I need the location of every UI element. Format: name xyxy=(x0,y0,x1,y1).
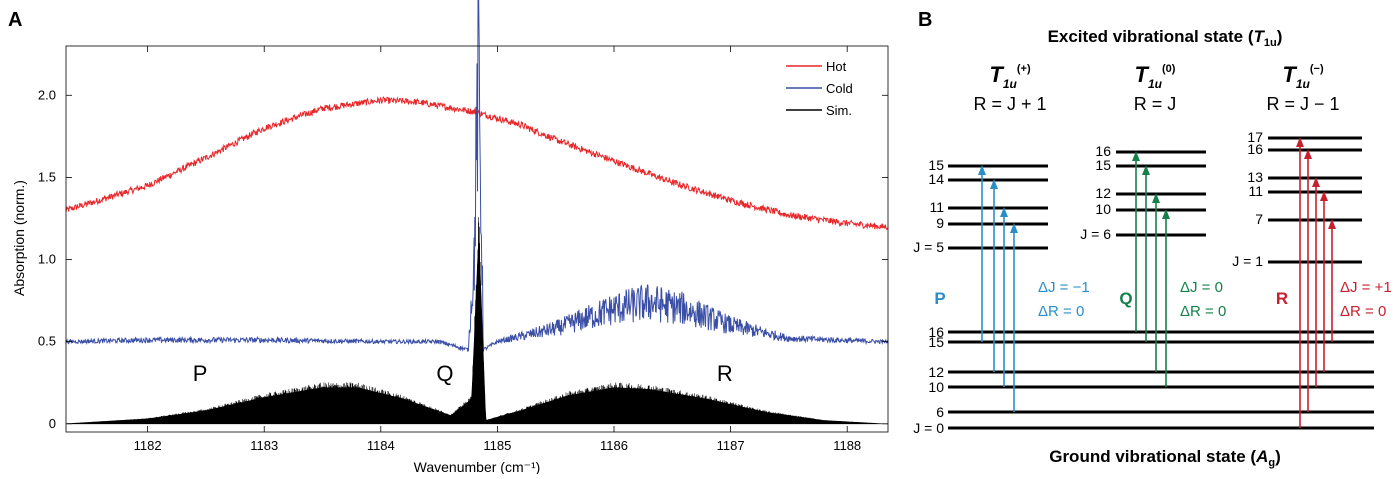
excited-level-label: 11 xyxy=(929,199,944,215)
transition-arrowhead xyxy=(1142,165,1150,175)
panel-label-b: B xyxy=(918,9,932,31)
transition-arrowhead xyxy=(978,165,986,175)
excited-level-label: 10 xyxy=(1095,201,1111,217)
plot-frame xyxy=(65,45,889,433)
delta-j-rule: ΔJ = −1 xyxy=(1038,279,1090,296)
column-relation: R = J + 1 xyxy=(973,94,1046,114)
transition-arrowhead xyxy=(990,179,998,189)
ground-level-label: 16 xyxy=(928,324,944,340)
series-cold xyxy=(65,0,889,352)
excited-level-label: 16 xyxy=(1247,141,1263,157)
legend-label: Hot xyxy=(826,59,847,74)
excited-level-label: 15 xyxy=(928,157,944,173)
series-sim-lines xyxy=(66,217,882,424)
column-relation: R = J xyxy=(1134,94,1177,114)
x-axis-label: Wavenumber (cm⁻¹) xyxy=(414,459,541,474)
ground-level-label: 10 xyxy=(928,379,944,395)
x-tick-label: 1187 xyxy=(717,438,745,453)
branch-label: Q xyxy=(1119,289,1132,308)
y-tick-label: 1.0 xyxy=(38,252,56,267)
ground-level-label: 15 xyxy=(928,334,944,350)
transition-arrowhead xyxy=(1152,193,1160,203)
branch-annotation: R xyxy=(717,361,733,386)
transition-arrowhead xyxy=(1000,207,1008,217)
transition-arrowhead xyxy=(1010,223,1018,233)
column-header: T1u(+) xyxy=(989,62,1031,91)
excited-level-label: J = 6 xyxy=(1080,226,1111,242)
absorption-chart: 1182 1183 1184 1185 1186 1187 1188 0 0.5 1.0 1.5 2.… xyxy=(11,0,889,475)
excited-level-label: 15 xyxy=(1095,157,1111,173)
excited-state-title: Excited vibrational state (T1u) xyxy=(1048,27,1283,49)
x-tick-label: 1183 xyxy=(250,438,278,453)
y-tick-label: 0 xyxy=(49,416,56,431)
branch-annotation: Q xyxy=(436,361,453,386)
panel-label-a: A xyxy=(8,9,22,31)
delta-r-rule: ΔR = 0 xyxy=(1038,303,1084,320)
ground-level-label: 12 xyxy=(928,364,944,380)
excited-level-label: J = 5 xyxy=(913,239,944,255)
column-relation: R = J − 1 xyxy=(1266,94,1339,114)
transition-arrowhead xyxy=(1132,151,1140,161)
column-header: T1u(0) xyxy=(1135,62,1176,91)
delta-r-rule: ΔR = 0 xyxy=(1180,303,1226,320)
energy-level-diagram: Excited vibrational state (T1u) Ground v… xyxy=(913,27,1391,469)
x-tick-label: 1182 xyxy=(134,438,162,453)
transition-arrowhead xyxy=(1312,177,1320,187)
y-tick-label: 1.5 xyxy=(38,169,56,184)
ground-state-title: Ground vibrational state (Ag) xyxy=(1049,447,1281,469)
excited-level-label: 7 xyxy=(1255,211,1263,227)
x-tick-label: 1186 xyxy=(600,438,628,453)
excited-level-label: 14 xyxy=(928,171,944,187)
transition-arrowhead xyxy=(1162,209,1170,219)
legend-label: Sim. xyxy=(826,103,852,118)
transition-arrowhead xyxy=(1320,191,1328,201)
delta-j-rule: ΔJ = 0 xyxy=(1180,279,1223,296)
y-tick-label: 0.5 xyxy=(38,334,56,349)
ground-level-label: J = 0 xyxy=(913,420,944,436)
x-tick-label: 1185 xyxy=(483,438,511,453)
transition-arrowhead xyxy=(1328,219,1336,229)
transition-arrowhead xyxy=(1296,137,1304,147)
series-layer xyxy=(65,0,889,425)
excited-level-label: 9 xyxy=(936,215,944,231)
annotation-layer: P Q R xyxy=(193,361,733,386)
branch-annotation: P xyxy=(193,361,208,386)
branch-label: P xyxy=(934,289,945,308)
ticks-layer: 1182 1183 1184 1185 1186 1187 1188 0 0.5 1.0 1.5 2.… xyxy=(38,46,888,453)
column-header: T1u(−) xyxy=(1282,62,1324,91)
y-axis-label: Absorption (norm.) xyxy=(11,180,27,296)
delta-j-rule: ΔJ = +1 xyxy=(1340,279,1392,296)
excited-level-label: J = 1 xyxy=(1232,253,1263,269)
excited-level-label: 17 xyxy=(1247,129,1263,145)
transition-arrowhead xyxy=(1304,149,1312,159)
ground-level-label: 6 xyxy=(936,404,944,420)
excited-level-label: 11 xyxy=(1248,183,1263,199)
excited-level-label: 13 xyxy=(1247,169,1263,185)
delta-r-rule: ΔR = 0 xyxy=(1340,303,1386,320)
legend-label: Cold xyxy=(826,81,853,96)
excited-level-label: 12 xyxy=(1095,185,1111,201)
branch-label: R xyxy=(1276,289,1288,308)
excited-level-label: 16 xyxy=(1095,143,1111,159)
y-tick-label: 2.0 xyxy=(38,87,56,102)
x-tick-label: 1184 xyxy=(367,438,395,453)
legend: Hot Cold Sim. xyxy=(786,59,853,118)
x-tick-label: 1188 xyxy=(833,438,861,453)
